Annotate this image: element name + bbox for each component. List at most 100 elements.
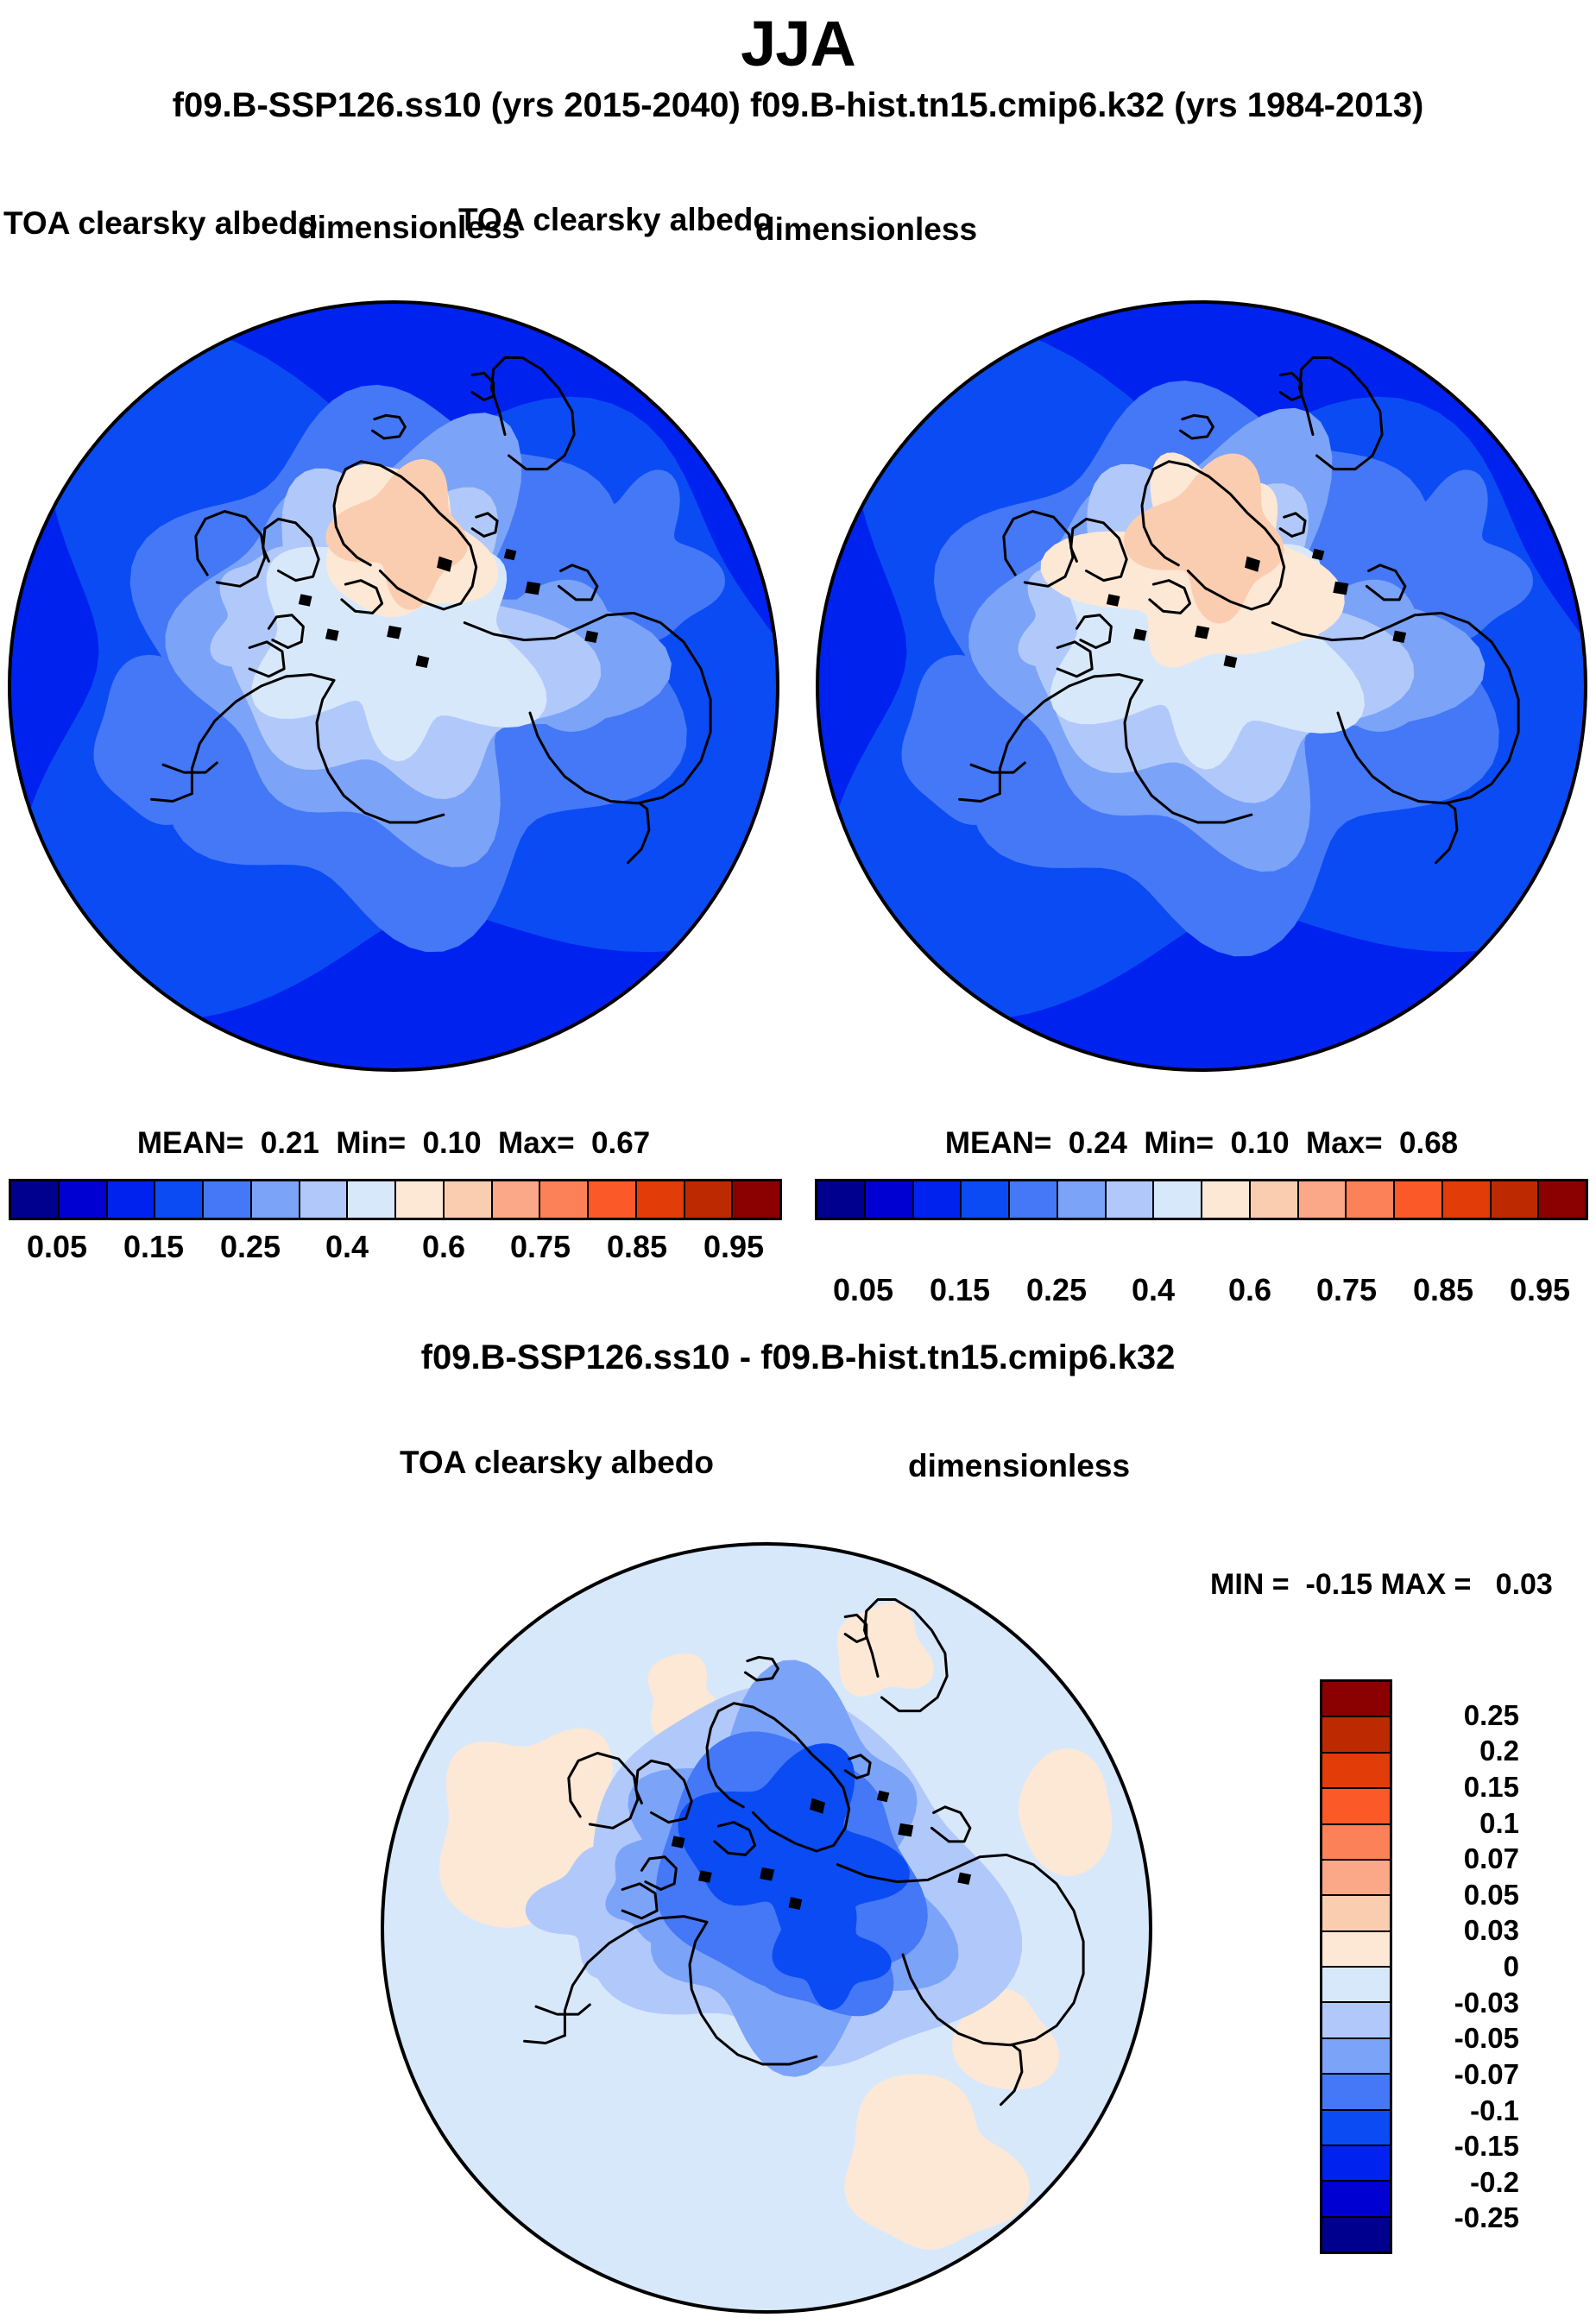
colorbar-tick-label: 0.15: [929, 1272, 991, 1307]
colorbar-tick-label: 0.25: [1463, 1698, 1519, 1731]
colorbar-tick-label: -0.2: [1470, 2165, 1519, 2198]
colorbar-cell: [1395, 1181, 1443, 1218]
right-panel-stats: MEAN= 0.24 Min= 0.10 Max= 0.68: [944, 1126, 1459, 1160]
colorbar-cell: [348, 1181, 396, 1218]
colorbar-tick-label: -0.07: [1454, 2057, 1519, 2090]
colorbar-cell: [107, 1181, 156, 1218]
colorbar-cell: [865, 1181, 914, 1218]
left-panel-units-label: dimensionless: [298, 210, 520, 245]
colorbar-cell: [1298, 1181, 1347, 1218]
colorbar-cell: [300, 1181, 349, 1218]
colorbar-tick-label: 0.85: [606, 1229, 668, 1264]
colorbar-tick-label: -0.1: [1470, 2094, 1519, 2126]
colorbar-cell: [1322, 1968, 1390, 2004]
colorbar-cell: [1322, 2217, 1390, 2252]
colorbar-tick-label: 0.05: [26, 1229, 88, 1264]
colorbar-tick-label: 0.4: [325, 1229, 369, 1264]
right-colorbar-labels: 0.05 0.15 0.25 0.4 0.6 0.75 0.85 0.95: [815, 1272, 1588, 1315]
left-panel-stats: MEAN= 0.21 Min= 0.10 Max= 0.67: [136, 1126, 651, 1160]
colorbar-cell: [1442, 1181, 1492, 1218]
difference-panel-variable-label: TOA clearsky albedo: [400, 1445, 715, 1480]
difference-panel-minmax: MIN = -0.15 MAX = 0.03: [1210, 1568, 1553, 1601]
difference-panel-title: f09.B-SSP126.ss10 - f09.B-hist.tn15.cmip…: [420, 1338, 1176, 1376]
colorbar-tick-label: 0.4: [1131, 1272, 1176, 1307]
difference-map-plot: [380, 1541, 1153, 2315]
colorbar-cell: [1322, 2182, 1390, 2218]
colorbar-cell: [1322, 1931, 1390, 1968]
colorbar-cell: [1322, 1753, 1390, 1790]
colorbar-cell: [1322, 1896, 1390, 1932]
colorbar-tick-label: -0.25: [1454, 2201, 1519, 2234]
colorbar-cell: [1491, 1181, 1540, 1218]
colorbar-cell: [1106, 1181, 1155, 1218]
colorbar-cell: [733, 1181, 779, 1218]
colorbar-cell: [817, 1181, 866, 1218]
colorbar-cell: [636, 1181, 685, 1218]
colorbar-tick-label: 0.25: [219, 1229, 281, 1264]
colorbar-cell: [1347, 1181, 1395, 1218]
colorbar-cell: [204, 1181, 252, 1218]
colorbar-cell: [155, 1181, 204, 1218]
map-canvas: [381, 1542, 1152, 2314]
colorbar-tick-label: 0.07: [1463, 1842, 1519, 1875]
colorbar-cell: [913, 1181, 962, 1218]
colorbar-tick-label: 0.05: [832, 1272, 894, 1307]
colorbar-tick-label: 0.25: [1025, 1272, 1088, 1307]
colorbar-cell: [1322, 1789, 1390, 1825]
colorbar-tick-label: 0.95: [1509, 1272, 1571, 1307]
right-map-plot: [815, 299, 1588, 1073]
map-canvas: [816, 300, 1587, 1072]
colorbar-tick-label: 0.15: [1463, 1770, 1519, 1803]
colorbar-cell: [1250, 1181, 1299, 1218]
colorbar-tick-label: 0.6: [421, 1229, 466, 1264]
colorbar-cell: [589, 1181, 637, 1218]
colorbar-tick-label: 0.95: [703, 1229, 765, 1264]
left-colorbar-labels: 0.05 0.15 0.25 0.4 0.6 0.75 0.85 0.95: [9, 1229, 782, 1272]
colorbar-cell: [1154, 1181, 1202, 1218]
colorbar-cell: [1322, 2003, 1390, 2039]
colorbar-cell: [1322, 1682, 1390, 1718]
colorbar-cell: [1202, 1181, 1251, 1218]
colorbar-cell: [684, 1181, 734, 1218]
colorbar-tick-label: 0.03: [1463, 1914, 1519, 1947]
right-panel-units-label: dimensionless: [755, 211, 978, 247]
right-panel-variable-label: TOA clearsky albedo: [458, 202, 773, 237]
colorbar-tick-label: 0: [1503, 1950, 1519, 1982]
colorbar-cell: [1322, 1860, 1390, 1897]
colorbar-tick-label: -0.15: [1454, 2130, 1519, 2163]
left-colorbar[interactable]: [9, 1179, 782, 1220]
colorbar-cell: [59, 1181, 108, 1218]
map-canvas: [8, 300, 779, 1072]
colorbar-tick-label: -0.03: [1454, 1986, 1519, 2019]
colorbar-tick-label: 0.05: [1463, 1878, 1519, 1911]
colorbar-tick-label: 0.85: [1412, 1272, 1474, 1307]
colorbar-cell: [1322, 1717, 1390, 1754]
colorbar-cell: [962, 1181, 1010, 1218]
difference-colorbar[interactable]: [1320, 1679, 1392, 2254]
colorbar-tick-label: -0.05: [1454, 2022, 1519, 2055]
figure-main-title: JJA: [741, 8, 856, 79]
colorbar-cell: [251, 1181, 300, 1218]
colorbar-tick-label: 0.2: [1479, 1735, 1519, 1767]
colorbar-cell: [1322, 2075, 1390, 2111]
colorbar-cell: [1057, 1181, 1107, 1218]
colorbar-cell: [1539, 1181, 1586, 1218]
colorbar-cell: [11, 1181, 60, 1218]
colorbar-tick-label: 0.15: [123, 1229, 185, 1264]
left-panel-variable-label: TOA clearsky albedo: [3, 205, 319, 241]
figure-subtitle: f09.B-SSP126.ss10 (yrs 2015-2040) f09.B-…: [172, 86, 1424, 124]
colorbar-cell: [492, 1181, 541, 1218]
colorbar-cell: [1010, 1181, 1058, 1218]
difference-colorbar-labels: 0.25 0.2 0.15 0.1 0.07 0.05 0.03 0 -0.03 -0.05 -0.…: [1416, 1679, 1588, 2254]
colorbar-cell: [444, 1181, 493, 1218]
right-colorbar[interactable]: [815, 1179, 1588, 1220]
colorbar-cell: [540, 1181, 589, 1218]
colorbar-cell: [1322, 2110, 1390, 2146]
colorbar-cell: [1322, 2038, 1390, 2075]
colorbar-tick-label: 0.1: [1479, 1806, 1519, 1839]
colorbar-cell: [396, 1181, 445, 1218]
difference-panel-units-label: dimensionless: [908, 1448, 1131, 1483]
colorbar-tick-label: 0.75: [509, 1229, 571, 1264]
colorbar-cell: [1322, 2145, 1390, 2182]
left-map-plot: [7, 299, 780, 1073]
